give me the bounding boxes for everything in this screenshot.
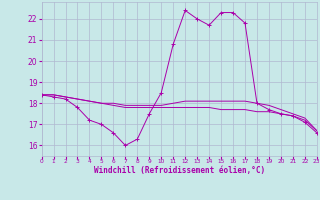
X-axis label: Windchill (Refroidissement éolien,°C): Windchill (Refroidissement éolien,°C) bbox=[94, 166, 265, 175]
